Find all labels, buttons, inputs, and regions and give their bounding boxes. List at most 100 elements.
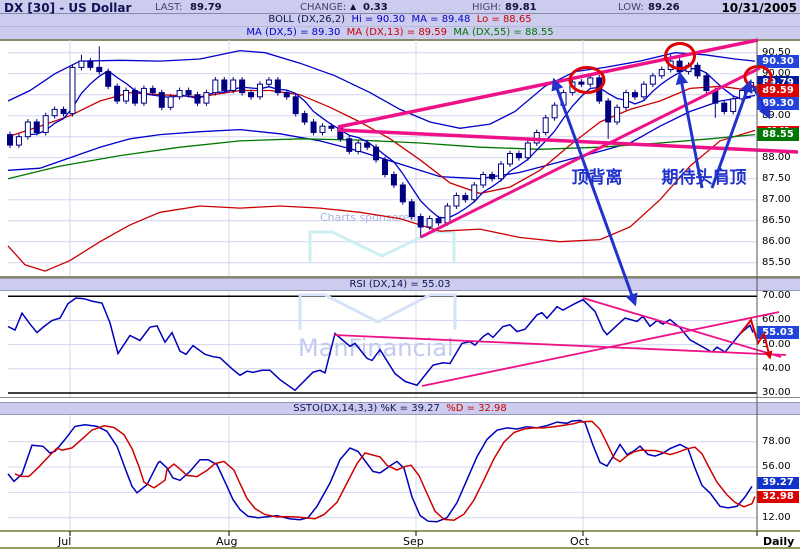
candle-down <box>328 125 335 129</box>
candle-up <box>506 153 513 165</box>
candle-down <box>462 195 469 201</box>
candle-up <box>355 142 362 152</box>
rsi-plot[interactable] <box>8 291 757 397</box>
main-scale-label: 87.50 <box>762 172 791 184</box>
candle-up <box>471 184 478 201</box>
candle-up <box>123 90 130 102</box>
ssto-scale-label: 78.00 <box>762 435 791 447</box>
rsi-scale-label: 60.00 <box>762 314 791 326</box>
candle-down <box>33 121 40 133</box>
candle-up <box>480 174 487 186</box>
candle-down <box>390 174 397 186</box>
high-value: 89.81 <box>505 2 537 13</box>
main-scale-label: 85.50 <box>762 256 791 268</box>
low-label: LOW: <box>618 2 644 13</box>
svg-text:Charts sponsored: Charts sponsored <box>320 211 416 224</box>
candle-down <box>221 79 228 91</box>
candle-up <box>498 163 505 180</box>
month-label-sep: Sep <box>403 535 424 548</box>
candle-down <box>489 174 496 180</box>
candle-up <box>256 83 263 98</box>
main-scale-label: 87.00 <box>762 193 791 205</box>
candle-down <box>694 64 701 77</box>
change-label: CHANGE: <box>300 2 347 13</box>
ssto-d-flag: 32.98 <box>757 490 799 503</box>
rsi-value-flag: 55.03 <box>757 325 799 339</box>
ssto-scale-label: 56.00 <box>762 461 791 473</box>
main-scale-label: 90.00 <box>762 67 791 79</box>
candle-down <box>7 134 13 146</box>
candle-down <box>239 79 246 94</box>
candle-down <box>105 71 112 87</box>
candle-up <box>265 79 272 85</box>
ssto-header-strip: SSTO(DX,14,3,3) %K = 39.27 %D = 32.98 <box>0 402 800 415</box>
boll-lo-value: Lo = 88.65 <box>476 14 532 25</box>
candle-up <box>658 69 665 77</box>
main-scale-label: 86.50 <box>762 214 791 226</box>
candle-down <box>417 216 424 228</box>
boll_mid-line <box>7 94 756 180</box>
candle-down <box>399 184 406 203</box>
candle-down <box>408 201 415 218</box>
candle-up <box>140 87 147 104</box>
rsi-scale-label: 70.00 <box>762 290 791 302</box>
candle-up <box>649 75 656 85</box>
candle-down <box>96 66 103 73</box>
ssto-header-d: %D = 32.98 <box>446 403 507 414</box>
candle-up <box>212 79 219 94</box>
stoch-k-line <box>7 419 753 523</box>
candle-up <box>69 66 76 115</box>
quote-bar: DX [30] - US Dollar LAST: 89.79 CHANGE: … <box>0 0 800 15</box>
candle-down <box>301 113 308 123</box>
month-label-aug: Aug <box>216 535 238 548</box>
main-scale-label: 90.50 <box>762 46 791 58</box>
ssto-scale-label: 12.00 <box>762 511 791 523</box>
candle-up <box>730 98 737 113</box>
high-label: HIGH: <box>472 2 502 13</box>
candle-down <box>373 146 380 161</box>
candle-up <box>203 92 210 104</box>
ma5-value: MA (DX,5) = 89.30 <box>246 27 341 38</box>
main-chart-plot[interactable] <box>8 40 757 276</box>
candle-down <box>87 60 94 68</box>
boll-ma-value: MA = 89.48 <box>411 14 471 25</box>
candle-up <box>42 115 49 133</box>
candle-up <box>453 195 460 207</box>
month-label-jul: Jul <box>58 535 72 548</box>
rsi-line <box>7 297 754 392</box>
boll_upper-line <box>7 49 756 129</box>
candle-down <box>185 90 192 96</box>
candle-up <box>176 90 183 98</box>
red-circle <box>743 65 773 89</box>
candle-up <box>426 218 433 228</box>
candle-up <box>15 136 22 146</box>
candle-down <box>292 96 299 115</box>
candle-down <box>515 153 522 159</box>
candle-up <box>24 121 31 138</box>
candle-down <box>194 94 201 104</box>
candle-down <box>721 102 728 112</box>
bottom-border <box>0 547 800 549</box>
change-value: 0.33 <box>363 2 388 13</box>
ssto-plot[interactable] <box>8 415 757 530</box>
candle-up <box>78 60 85 68</box>
candle-down <box>131 90 138 104</box>
annotation-arrows <box>551 71 771 307</box>
last-value: 89.79 <box>190 2 222 13</box>
head-shoulders-annotation: 期待头肩顶 <box>662 167 747 188</box>
period-label: Daily <box>763 535 795 548</box>
candle-up <box>542 117 549 134</box>
rsi-scale-label: 40.00 <box>762 362 791 374</box>
ssto-header-k: SSTO(DX,14,3,3) %K = 39.27 <box>293 403 440 414</box>
rsi-ssto-separator <box>0 397 800 398</box>
price-flag-89.59: 89.59 <box>757 84 799 98</box>
candle-down <box>149 87 156 94</box>
main-scale-label: 86.00 <box>762 235 791 247</box>
candle-down <box>310 121 317 133</box>
candle-up <box>640 83 647 98</box>
ma13-value: MA (DX,13) = 89.59 <box>346 27 447 38</box>
change-arrow-icon: ▲ <box>350 2 357 11</box>
month-label-oct: Oct <box>570 535 590 548</box>
